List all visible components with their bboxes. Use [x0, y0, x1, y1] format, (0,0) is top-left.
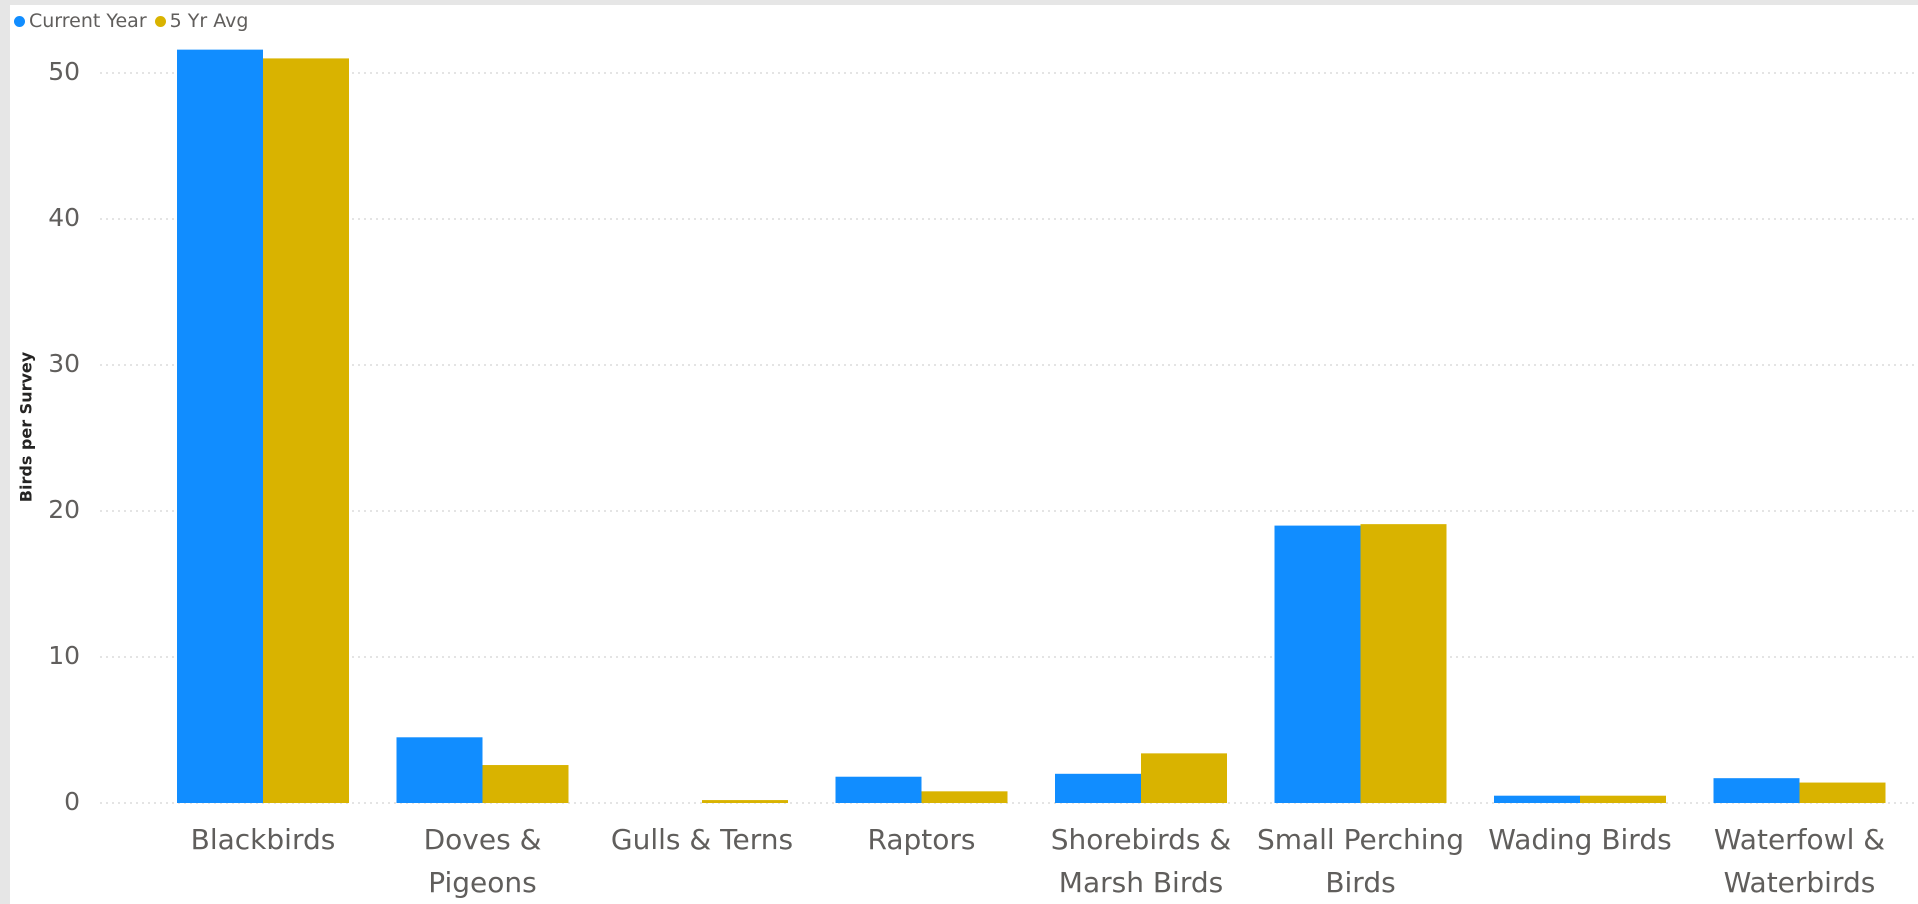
x-tick-label-1-0: Doves &: [424, 823, 542, 856]
x-tick-label-1-1: Pigeons: [428, 866, 537, 899]
y-tick-label-40: 40: [48, 203, 80, 232]
legend-label-current-year: Current Year: [29, 10, 147, 32]
bar-current-year-1: [396, 737, 483, 803]
x-tick-label-5-1: Birds: [1325, 866, 1395, 899]
x-tick-label-3-0: Raptors: [868, 823, 976, 856]
legend-label-5-yr-avg: 5 Yr Avg: [169, 10, 249, 32]
legend-item-5-yr-avg[interactable]: 5 Yr Avg: [154, 10, 249, 32]
y-tick-label-20: 20: [48, 495, 80, 524]
x-tick-label-6-0: Wading Birds: [1488, 823, 1671, 856]
bar-current-year-5: [1274, 525, 1361, 803]
legend-item-current-year[interactable]: Current Year: [14, 10, 147, 32]
legend-dot-current-year: [14, 15, 25, 27]
legend-dot-5-yr-avg: [154, 15, 166, 27]
legend: Current Year 5 Yr Avg: [14, 10, 256, 32]
x-tick-label-5-0: Small Perching: [1257, 823, 1464, 856]
y-tick-label-10: 10: [48, 641, 80, 670]
y-tick-label-30: 30: [48, 349, 80, 378]
y-tick-label-0: 0: [64, 787, 80, 816]
x-tick-label-4-0: Shorebirds &: [1051, 823, 1231, 856]
bar-5-yr-avg-0: [263, 58, 349, 803]
bar-current-year-3: [835, 776, 922, 803]
bar-5-yr-avg-3: [921, 791, 1008, 803]
bar-5-yr-avg-6: [1580, 795, 1666, 803]
x-tick-label-7-0: Waterfowl &: [1714, 823, 1885, 856]
x-tick-label-7-1: Waterbirds: [1724, 866, 1876, 899]
bar-5-yr-avg-4: [1141, 753, 1227, 803]
bar-5-yr-avg-7: [1799, 782, 1886, 803]
x-tick-label-0-0: Blackbirds: [191, 823, 336, 856]
bar-current-year-0: [177, 49, 263, 803]
bar-5-yr-avg-2: [702, 800, 788, 803]
bar-5-yr-avg-5: [1360, 524, 1447, 803]
bar-current-year-4: [1055, 773, 1141, 803]
bar-current-year-7: [1713, 778, 1800, 803]
bar-5-yr-avg-1: [482, 765, 569, 803]
bar-current-year-6: [1494, 795, 1580, 803]
x-tick-label-4-1: Marsh Birds: [1059, 866, 1223, 899]
y-tick-label-50: 50: [48, 57, 80, 86]
x-tick-label-2-0: Gulls & Terns: [611, 823, 793, 856]
